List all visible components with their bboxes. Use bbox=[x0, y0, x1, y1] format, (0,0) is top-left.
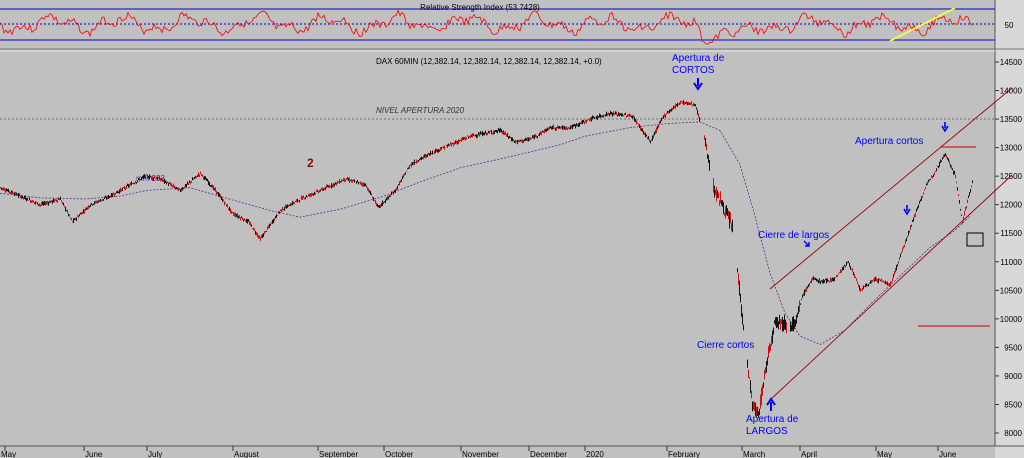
candles bbox=[0, 100, 973, 418]
price-panel: NIVEL APERTURA 2020 DAX 60MIN (12,382.14… bbox=[0, 53, 1013, 437]
x-tick-label: April bbox=[801, 450, 817, 458]
y-tick-label: 12500 bbox=[1000, 172, 1023, 181]
arrow-down-right-icon bbox=[803, 240, 810, 247]
opening-level-label: NIVEL APERTURA 2020 bbox=[376, 106, 465, 115]
apertura-largos-line1: Apertura de bbox=[746, 414, 799, 425]
ma-233-label: mm 233 bbox=[136, 174, 165, 183]
y-tick-label: 11500 bbox=[1000, 229, 1022, 238]
x-tick-label: August bbox=[234, 450, 260, 458]
x-axis: May June July August September October Novembe… bbox=[1, 446, 957, 458]
chart-header: DAX 60MIN (12,382.14, 12,382.14, 12,382.… bbox=[376, 57, 602, 66]
x-tick-label: July bbox=[148, 450, 162, 458]
apertura-cortos-right: Apertura cortos bbox=[855, 136, 923, 147]
y-tick-label: 13500 bbox=[1000, 115, 1023, 124]
rsi-title: Relative Strength Index (53.7428) bbox=[420, 3, 540, 12]
x-tick-label: March bbox=[743, 450, 765, 458]
y-tick-label: 10000 bbox=[1000, 315, 1023, 324]
rsi-level-label: 50 bbox=[1005, 21, 1014, 30]
y-tick-label: 13000 bbox=[1000, 144, 1023, 153]
ma-233-line bbox=[0, 121, 971, 345]
y-tick-label: 9000 bbox=[1004, 372, 1022, 381]
arrow-down-icon bbox=[903, 205, 911, 216]
y-tick-label: 9500 bbox=[1004, 343, 1022, 352]
arrow-up-icon bbox=[766, 397, 776, 411]
x-tick-label: February bbox=[668, 450, 700, 458]
channel-upper-line bbox=[769, 87, 1013, 290]
x-tick-label: 2020 bbox=[586, 450, 604, 458]
y-tick-label: 8000 bbox=[1004, 429, 1022, 438]
apertura-cortos-top-line2: CORTOS bbox=[672, 65, 715, 76]
apertura-cortos-top-line1: Apertura de bbox=[672, 53, 725, 64]
y-tick-label: 12000 bbox=[1000, 201, 1023, 210]
arrow-down-icon bbox=[693, 78, 703, 91]
x-tick-label: September bbox=[319, 450, 358, 458]
x-tick-label: October bbox=[385, 450, 414, 458]
x-tick-label: November bbox=[462, 450, 499, 458]
rsi-trend-line bbox=[889, 7, 956, 42]
y-tick-label: 10500 bbox=[1000, 286, 1023, 295]
x-tick-label: June bbox=[85, 450, 103, 458]
right-axis-background bbox=[995, 0, 1024, 458]
y-tick-label: 14000 bbox=[1000, 87, 1023, 96]
cierre-cortos-label: Cierre cortos bbox=[697, 340, 754, 351]
y-tick-label: 8500 bbox=[1004, 400, 1022, 409]
x-tick-label: June bbox=[939, 450, 957, 458]
arrow-down-icon bbox=[941, 122, 949, 133]
x-tick-label: May bbox=[877, 450, 892, 458]
apertura-largos-line2: LARGOS bbox=[746, 426, 788, 437]
channel-lower-line bbox=[769, 174, 1013, 401]
x-tick-label: December bbox=[530, 450, 567, 458]
x-tick-label: May bbox=[1, 450, 16, 458]
y-axis: 8000 8500 9000 9500 10000 10500 11000 11500 1200… bbox=[995, 58, 1023, 438]
y-tick-label: 11000 bbox=[1000, 258, 1022, 267]
y-tick-label: 14500 bbox=[1000, 58, 1023, 67]
marker-box bbox=[966, 232, 984, 247]
rsi-panel: Relative Strength Index (53.7428) 50 bbox=[0, 3, 1014, 45]
rsi-line bbox=[0, 9, 973, 45]
wave-label: 2 bbox=[307, 156, 314, 170]
cierre-largos-label: Cierre de largos bbox=[758, 230, 829, 241]
